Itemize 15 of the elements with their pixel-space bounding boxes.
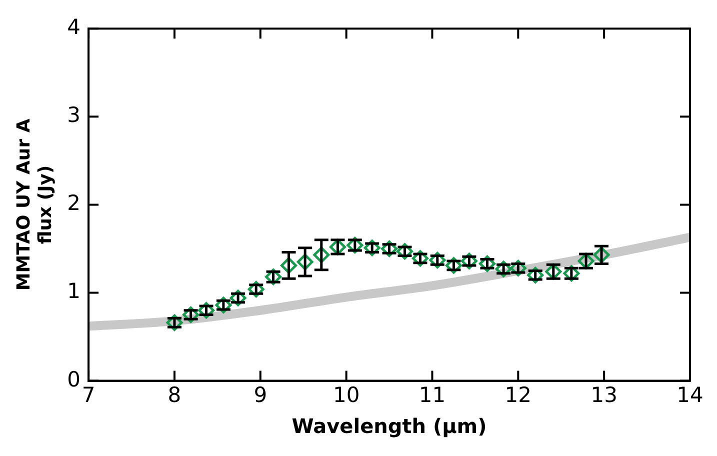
y-axis-title: MMTAO UY Aur A flux (Jy) bbox=[13, 118, 56, 291]
y-tick-label: 1 bbox=[67, 279, 81, 304]
x-tick-label: 8 bbox=[168, 382, 182, 407]
x-tick-label: 11 bbox=[418, 382, 446, 407]
x-tick-label: 9 bbox=[254, 382, 268, 407]
x-tick-label: 7 bbox=[82, 382, 96, 407]
x-tick-label: 10 bbox=[332, 382, 360, 407]
y-tick-label: 0 bbox=[67, 367, 81, 392]
x-tick-label: 14 bbox=[676, 382, 704, 407]
y-tick-label: 3 bbox=[67, 103, 81, 128]
y-tick-label: 4 bbox=[67, 15, 81, 40]
x-tick-label: 13 bbox=[590, 382, 618, 407]
x-axis-title: Wavelength (μm) bbox=[292, 414, 487, 438]
x-tick-label: 12 bbox=[504, 382, 532, 407]
y-tick-label: 2 bbox=[67, 191, 81, 216]
